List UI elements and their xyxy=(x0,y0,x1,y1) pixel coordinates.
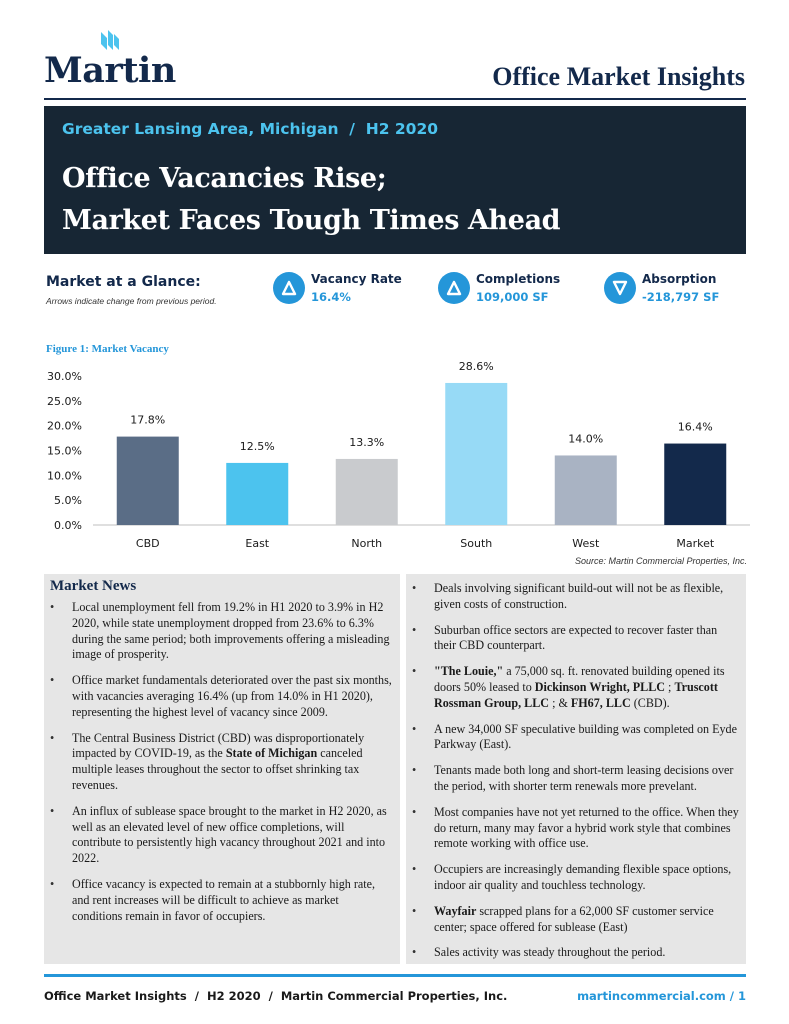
header-divider xyxy=(44,98,746,100)
market-news-right-column: Deals involving significant build-out wi… xyxy=(406,574,746,964)
y-tick-label: 10.0% xyxy=(47,469,82,482)
news-item: Sales activity was steady throughout the… xyxy=(406,945,742,961)
y-tick-label: 30.0% xyxy=(47,370,82,383)
market-news-left-column: Market News Local unemployment fell from… xyxy=(44,574,400,964)
news-emphasis: Dickinson Wright, PLLC xyxy=(534,679,666,694)
y-tick-label: 20.0% xyxy=(47,420,82,433)
bar-market xyxy=(664,443,727,525)
footer-divider xyxy=(44,974,746,977)
x-tick-label: West xyxy=(572,537,600,550)
news-item: Most companies have not yet returned to … xyxy=(406,805,742,852)
news-emphasis: State of Michigan xyxy=(225,746,318,761)
x-tick-label: CBD xyxy=(136,537,160,550)
y-tick-label: 5.0% xyxy=(54,494,82,507)
news-text: a 75,000 sq. ft. renovated building open… xyxy=(434,664,725,694)
y-tick-label: 15.0% xyxy=(47,445,82,458)
stat-label: Completions xyxy=(476,272,561,286)
news-item: A new 34,000 SF speculative building was… xyxy=(406,722,742,754)
news-item: Suburban office sectors are expected to … xyxy=(406,623,742,655)
chart-source: Source: Martin Commercial Properties, In… xyxy=(574,556,747,566)
news-text: Most companies have not yet returned to … xyxy=(434,804,739,851)
market-news-list-left: Local unemployment fell from 19.2% in H1… xyxy=(44,600,392,934)
arrow-up-icon xyxy=(273,272,305,304)
news-item: Tenants made both long and short-term le… xyxy=(406,763,742,795)
figure-title: Figure 1: Market Vacancy xyxy=(46,343,169,355)
stat-value: 109,000 SF xyxy=(476,290,549,304)
news-item: "The Louie," a 75,000 sq. ft. renovated … xyxy=(406,664,742,711)
logo-mark-icon xyxy=(101,30,119,50)
headline-banner: Greater Lansing Area, Michigan / H2 2020… xyxy=(44,106,746,254)
bar-cbd xyxy=(116,436,179,525)
news-text: Occupiers are increasingly demanding fle… xyxy=(434,862,732,892)
news-item: Deals involving significant build-out wi… xyxy=(406,581,742,613)
market-news-section: Market News Local unemployment fell from… xyxy=(44,574,746,964)
bar-south xyxy=(445,382,508,525)
news-text: A new 34,000 SF speculative building was… xyxy=(434,721,737,752)
news-text: Tenants made both long and short-term le… xyxy=(434,763,734,793)
martin-logo: Martin xyxy=(44,30,184,91)
news-text: Office vacancy is expected to remain at … xyxy=(72,876,376,923)
data-label: 12.5% xyxy=(240,440,275,453)
headline-line-2: Market Faces Tough Times Ahead xyxy=(62,205,561,236)
news-text: (CBD). xyxy=(630,695,670,710)
news-emphasis: FH67, LLC xyxy=(570,695,631,710)
data-label: 13.3% xyxy=(349,436,384,449)
headline-line-1: Office Vacancies Rise; xyxy=(62,163,387,194)
logo-text: Martin xyxy=(44,50,176,91)
news-item: The Central Business District (CBD) was … xyxy=(44,731,392,794)
news-emphasis: Wayfair xyxy=(434,903,477,918)
bar-north xyxy=(335,458,398,525)
news-text: ; & xyxy=(549,695,571,710)
data-label: 28.6% xyxy=(459,360,494,373)
news-text: Office market fundamentals deteriorated … xyxy=(72,673,392,719)
news-item: Local unemployment fell from 19.2% in H1… xyxy=(44,600,392,663)
news-text: canceled multiple leases throughout the … xyxy=(72,746,363,792)
arrow-down-icon xyxy=(604,272,636,304)
x-tick-label: North xyxy=(351,537,382,550)
stat-label: Vacancy Rate xyxy=(311,272,402,286)
news-item: Office vacancy is expected to remain at … xyxy=(44,877,392,924)
news-item: Wayfair scrapped plans for a 62,000 SF c… xyxy=(406,904,742,936)
news-text: Local unemployment fell from 19.2% in H1… xyxy=(72,600,390,662)
stat-value: -218,797 SF xyxy=(642,290,720,304)
news-emphasis: "The Louie," xyxy=(434,664,504,679)
x-tick-label: South xyxy=(460,537,492,550)
market-news-title: Market News xyxy=(50,578,137,594)
y-tick-label: 0.0% xyxy=(54,519,82,532)
banner-subtitle: Greater Lansing Area, Michigan / H2 2020 xyxy=(62,120,439,138)
news-item: Office market fundamentals deteriorated … xyxy=(44,673,392,720)
market-news-list-right: Deals involving significant build-out wi… xyxy=(406,581,742,971)
news-text: scrapped plans for a 62,000 SF customer … xyxy=(434,903,714,934)
x-tick-label: Market xyxy=(676,537,714,550)
news-text: ; xyxy=(665,679,675,694)
y-tick-label: 25.0% xyxy=(47,395,82,408)
news-text: Deals involving significant build-out wi… xyxy=(434,581,724,611)
banner-headline: Office Vacancies Rise; Market Faces Toug… xyxy=(62,158,561,242)
glance-note: Arrows indicate change from previous per… xyxy=(46,296,217,306)
stat-value: 16.4% xyxy=(311,290,351,304)
news-text: Suburban office sectors are expected to … xyxy=(434,622,718,653)
news-text: Sales activity was steady throughout the… xyxy=(434,945,666,960)
data-label: 16.4% xyxy=(678,421,713,434)
footer-link[interactable]: martincommercial.com / 1 xyxy=(577,989,746,1003)
data-label: 17.8% xyxy=(130,414,165,427)
market-vacancy-chart: 0.0% 5.0% 10.0% 15.0% 20.0% 25.0% 30.0% 17.8% CB… xyxy=(47,360,750,550)
x-tick-label: East xyxy=(245,537,269,550)
arrow-up-icon xyxy=(438,272,470,304)
stat-label: Absorption xyxy=(642,272,717,286)
data-label: 14.0% xyxy=(568,432,603,445)
news-emphasis: Truscott Rossman Group, LLC xyxy=(434,679,718,710)
glance-title: Market at a Glance: xyxy=(46,274,201,290)
footer-left-text: Office Market Insights / H2 2020 / Marti… xyxy=(44,989,508,1003)
report-title: Office Market Insights xyxy=(492,62,745,91)
news-text: An influx of sublease space brought to t… xyxy=(72,803,387,866)
news-item: An influx of sublease space brought to t… xyxy=(44,804,392,867)
news-item: Occupiers are increasingly demanding fle… xyxy=(406,862,742,894)
news-text: The Central Business District (CBD) was … xyxy=(72,730,365,761)
bar-west xyxy=(554,455,617,525)
bar-east xyxy=(226,462,289,525)
